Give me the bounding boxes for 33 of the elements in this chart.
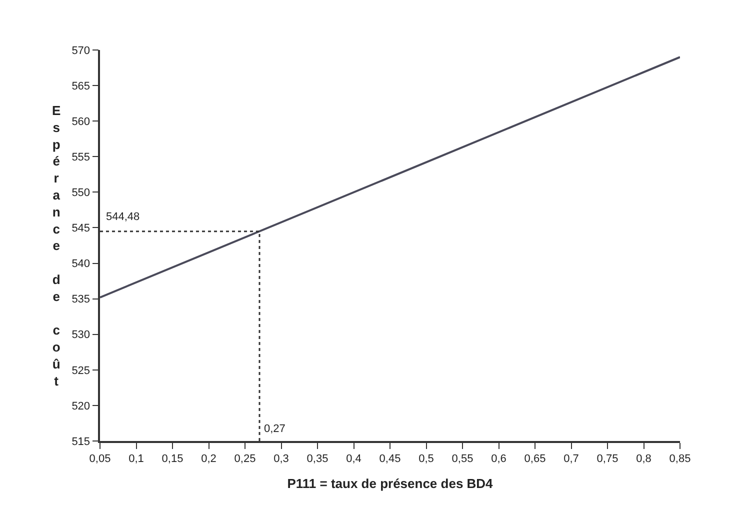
y-tick-label: 550 bbox=[72, 187, 90, 200]
x-tick-label: 0,4 bbox=[346, 452, 362, 465]
y-tick-label: 565 bbox=[72, 80, 90, 92]
x-tick-label: 0,85 bbox=[669, 452, 691, 465]
text: Espérance de coût bbox=[52, 103, 61, 388]
y-tick-label: 570 bbox=[72, 44, 90, 57]
x-tick-label: 0,2 bbox=[201, 452, 216, 465]
x-tick-label: 0,25 bbox=[234, 452, 256, 465]
x-tick-label: 0,6 bbox=[491, 452, 506, 465]
x-tick-label: 0,7 bbox=[564, 452, 579, 465]
y-tick-label: 560 bbox=[72, 116, 90, 128]
x-tick-label: 0,05 bbox=[89, 452, 111, 465]
x-tick-label: 0,8 bbox=[636, 452, 652, 465]
ref-line-label: 544,48 bbox=[106, 211, 140, 223]
x-tick-label: 0,35 bbox=[306, 452, 328, 465]
x-tick-label: 0,1 bbox=[128, 452, 144, 465]
y-tick-label: 525 bbox=[72, 364, 90, 377]
y-tick-label: 530 bbox=[72, 329, 90, 342]
x-tick-label: 0,45 bbox=[379, 452, 401, 465]
x-tick-label: 0,55 bbox=[452, 452, 474, 465]
x-tick-label: 0,5 bbox=[418, 452, 434, 465]
y-tick-label: 515 bbox=[72, 436, 90, 448]
y-tick-label: 535 bbox=[72, 294, 90, 306]
x-tick-label: 0,65 bbox=[524, 452, 546, 465]
x-axis-title: P111 = taux de présence des BD4 bbox=[287, 476, 494, 492]
ref-line-label: 0,27 bbox=[264, 423, 286, 435]
x-tick-label: 0,15 bbox=[162, 452, 184, 465]
y-tick-label: 540 bbox=[72, 258, 90, 270]
x-tick-label: 0,75 bbox=[596, 452, 618, 465]
y-tick-label: 545 bbox=[72, 222, 90, 235]
x-tick-label: 0,3 bbox=[274, 452, 289, 465]
y-tick-label: 520 bbox=[72, 400, 90, 412]
y-tick-label: 555 bbox=[72, 151, 90, 164]
